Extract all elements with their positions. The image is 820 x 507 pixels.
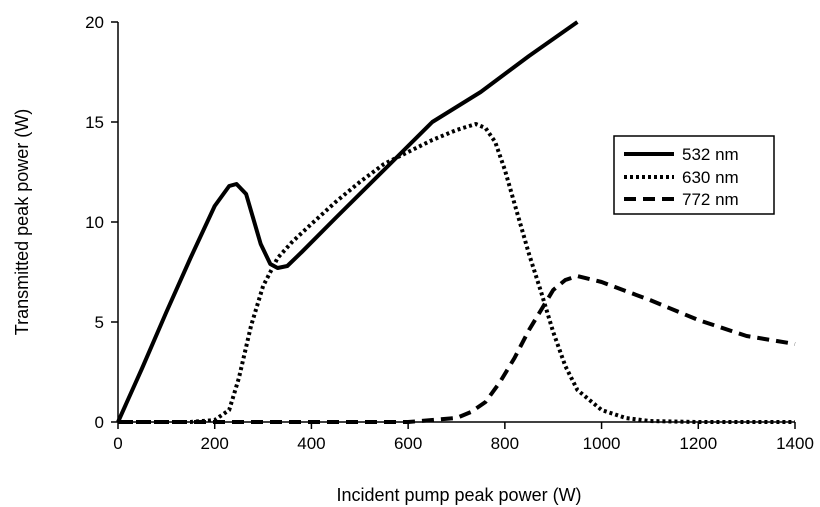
x-axis-ticks: 0 200 400 600 800 1000 1200 1400 — [113, 422, 814, 453]
x-tick-label: 200 — [201, 434, 229, 453]
x-tick-label: 1400 — [776, 434, 814, 453]
legend-label-630nm: 630 nm — [682, 168, 739, 187]
legend-label-532nm: 532 nm — [682, 145, 739, 164]
x-axis-title: Incident pump peak power (W) — [336, 485, 581, 505]
x-tick-label: 600 — [394, 434, 422, 453]
x-tick-label: 1200 — [679, 434, 717, 453]
x-tick-label: 0 — [113, 434, 122, 453]
series-line-772nm — [118, 274, 796, 424]
legend-label-772nm: 772 nm — [682, 190, 739, 209]
y-tick-label: 0 — [95, 413, 104, 432]
y-tick-label: 20 — [85, 13, 104, 32]
y-axis-ticks: 0 5 10 15 20 — [85, 13, 118, 432]
series-layer — [116, 20, 796, 424]
y-tick-label: 5 — [95, 313, 104, 332]
legend: 532 nm 630 nm 772 nm — [613, 135, 775, 215]
x-tick-label: 400 — [297, 434, 325, 453]
x-tick-label: 800 — [491, 434, 519, 453]
axes: 0 200 400 600 800 1000 1200 1400 0 5 10 15 20 — [85, 13, 814, 453]
y-tick-label: 15 — [85, 113, 104, 132]
x-tick-label: 1000 — [583, 434, 621, 453]
y-axis-title: Transmitted peak power (W) — [12, 109, 32, 335]
series-line-532nm — [116, 20, 579, 423]
y-tick-label: 10 — [85, 213, 104, 232]
legend-box — [613, 135, 775, 215]
